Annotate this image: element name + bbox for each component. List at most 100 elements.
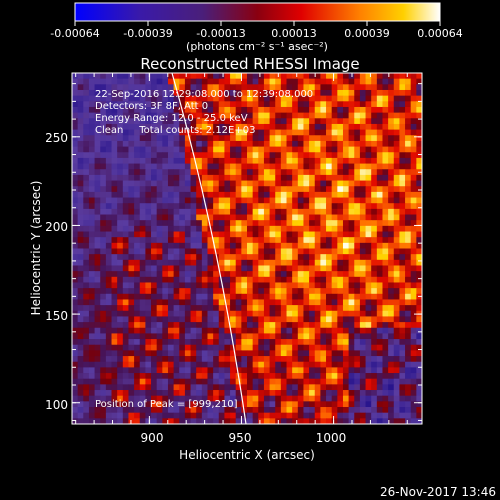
heatmap-cell bbox=[94, 123, 101, 131]
heatmap-cell bbox=[376, 112, 383, 119]
heatmap-cell bbox=[342, 225, 350, 232]
heatmap-cell bbox=[297, 254, 304, 261]
heatmap-cell bbox=[207, 378, 214, 385]
heatmap-cell bbox=[405, 208, 412, 215]
heatmap-cell bbox=[416, 186, 422, 193]
heatmap-cell bbox=[100, 225, 107, 232]
heatmap-cell bbox=[292, 378, 299, 385]
heatmap-cell bbox=[269, 350, 276, 357]
heatmap-cell bbox=[100, 106, 107, 114]
heatmap-cell bbox=[134, 367, 141, 374]
heatmap-cell bbox=[405, 84, 412, 91]
heatmap-cell bbox=[230, 225, 237, 232]
heatmap-cell bbox=[280, 84, 287, 91]
heatmap-cell bbox=[263, 367, 270, 374]
heatmap-cell bbox=[117, 310, 124, 317]
heatmap-cell bbox=[72, 197, 79, 204]
heatmap-cell bbox=[105, 407, 112, 414]
heatmap-cell bbox=[139, 203, 146, 210]
heatmap-cell bbox=[139, 169, 146, 176]
heatmap-cell bbox=[365, 146, 372, 153]
heatmap-cell bbox=[314, 73, 321, 80]
heatmap-cell bbox=[410, 101, 417, 108]
heatmap-cell bbox=[342, 412, 350, 419]
heatmap-cell bbox=[145, 197, 152, 204]
heatmap-cell bbox=[303, 395, 310, 402]
heatmap-cell bbox=[94, 180, 101, 187]
heatmap-cell bbox=[348, 282, 355, 289]
heatmap-cell bbox=[179, 282, 186, 289]
heatmap-cell bbox=[151, 84, 158, 91]
heatmap-cell bbox=[190, 259, 197, 266]
heatmap-cell bbox=[162, 333, 169, 340]
heatmap-cell bbox=[88, 418, 95, 424]
heatmap-cell bbox=[88, 214, 95, 221]
heatmap-cell bbox=[156, 356, 163, 363]
heatmap-cell bbox=[376, 186, 383, 193]
heatmap-cell bbox=[331, 310, 338, 317]
heatmap-cell bbox=[77, 152, 84, 159]
heatmap-cell bbox=[100, 299, 107, 306]
heatmap-cell bbox=[280, 191, 287, 198]
heatmap-cell bbox=[359, 186, 366, 193]
heatmap-cell bbox=[72, 395, 79, 402]
heatmap-cell bbox=[314, 412, 321, 419]
heatmap-cell bbox=[275, 135, 282, 142]
heatmap-cell bbox=[354, 174, 361, 181]
heatmap-cell bbox=[207, 163, 214, 170]
heatmap-cell bbox=[184, 84, 191, 91]
heatmap-cell bbox=[105, 135, 112, 142]
heatmap-cell bbox=[303, 78, 310, 85]
heatmap-cell bbox=[190, 350, 197, 357]
heatmap-cell bbox=[162, 242, 169, 249]
heatmap-cell bbox=[190, 73, 197, 80]
heatmap-cell bbox=[77, 106, 84, 114]
heatmap-cell bbox=[410, 344, 417, 351]
heatmap-cell bbox=[410, 361, 417, 368]
heatmap-cell bbox=[354, 203, 361, 210]
heatmap-cell bbox=[145, 293, 152, 300]
heatmap-cell bbox=[393, 305, 400, 312]
heatmap-cell bbox=[342, 350, 350, 357]
heatmap-cell bbox=[399, 163, 406, 170]
heatmap-cell bbox=[224, 333, 231, 340]
heatmap-cell bbox=[100, 293, 107, 300]
heatmap-cell bbox=[416, 395, 422, 402]
heatmap-cell bbox=[151, 214, 158, 221]
heatmap-cell bbox=[247, 152, 254, 159]
heatmap-cell bbox=[342, 231, 350, 238]
heatmap-cell bbox=[337, 231, 344, 238]
heatmap-cell bbox=[134, 112, 141, 119]
heatmap-cell bbox=[184, 106, 191, 114]
heatmap-cell bbox=[258, 344, 265, 351]
heatmap-cell bbox=[275, 231, 282, 238]
heatmap-cell bbox=[393, 225, 400, 232]
x-tick-label-900: 900 bbox=[141, 431, 164, 445]
heatmap-cell bbox=[269, 146, 276, 153]
heatmap-cell bbox=[405, 203, 412, 210]
heatmap-cell bbox=[105, 344, 112, 351]
heatmap-cell bbox=[184, 339, 191, 346]
heatmap-cell bbox=[224, 135, 231, 142]
heatmap-cell bbox=[382, 225, 389, 232]
heatmap-cell bbox=[292, 169, 299, 176]
heatmap-cell bbox=[122, 163, 129, 170]
heatmap-cell bbox=[393, 203, 400, 210]
heatmap-cell bbox=[280, 123, 287, 131]
heatmap-cell bbox=[371, 78, 378, 85]
heatmap-cell bbox=[179, 118, 186, 125]
heatmap-cell bbox=[326, 378, 333, 385]
heatmap-cell bbox=[405, 276, 412, 283]
heatmap-cell bbox=[100, 282, 107, 289]
heatmap-cell bbox=[348, 390, 355, 397]
y-axis-label: Heliocentric Y (arcsec) bbox=[29, 181, 43, 316]
heatmap-cell bbox=[263, 112, 270, 119]
heatmap-cell bbox=[382, 373, 389, 380]
heatmap-cell bbox=[365, 101, 372, 108]
heatmap-cell bbox=[218, 95, 225, 102]
heatmap-cell bbox=[224, 276, 231, 283]
heatmap-cell bbox=[207, 373, 214, 380]
heatmap-cell bbox=[320, 412, 327, 419]
heatmap-cell bbox=[218, 180, 225, 187]
heatmap-cell bbox=[156, 157, 163, 164]
